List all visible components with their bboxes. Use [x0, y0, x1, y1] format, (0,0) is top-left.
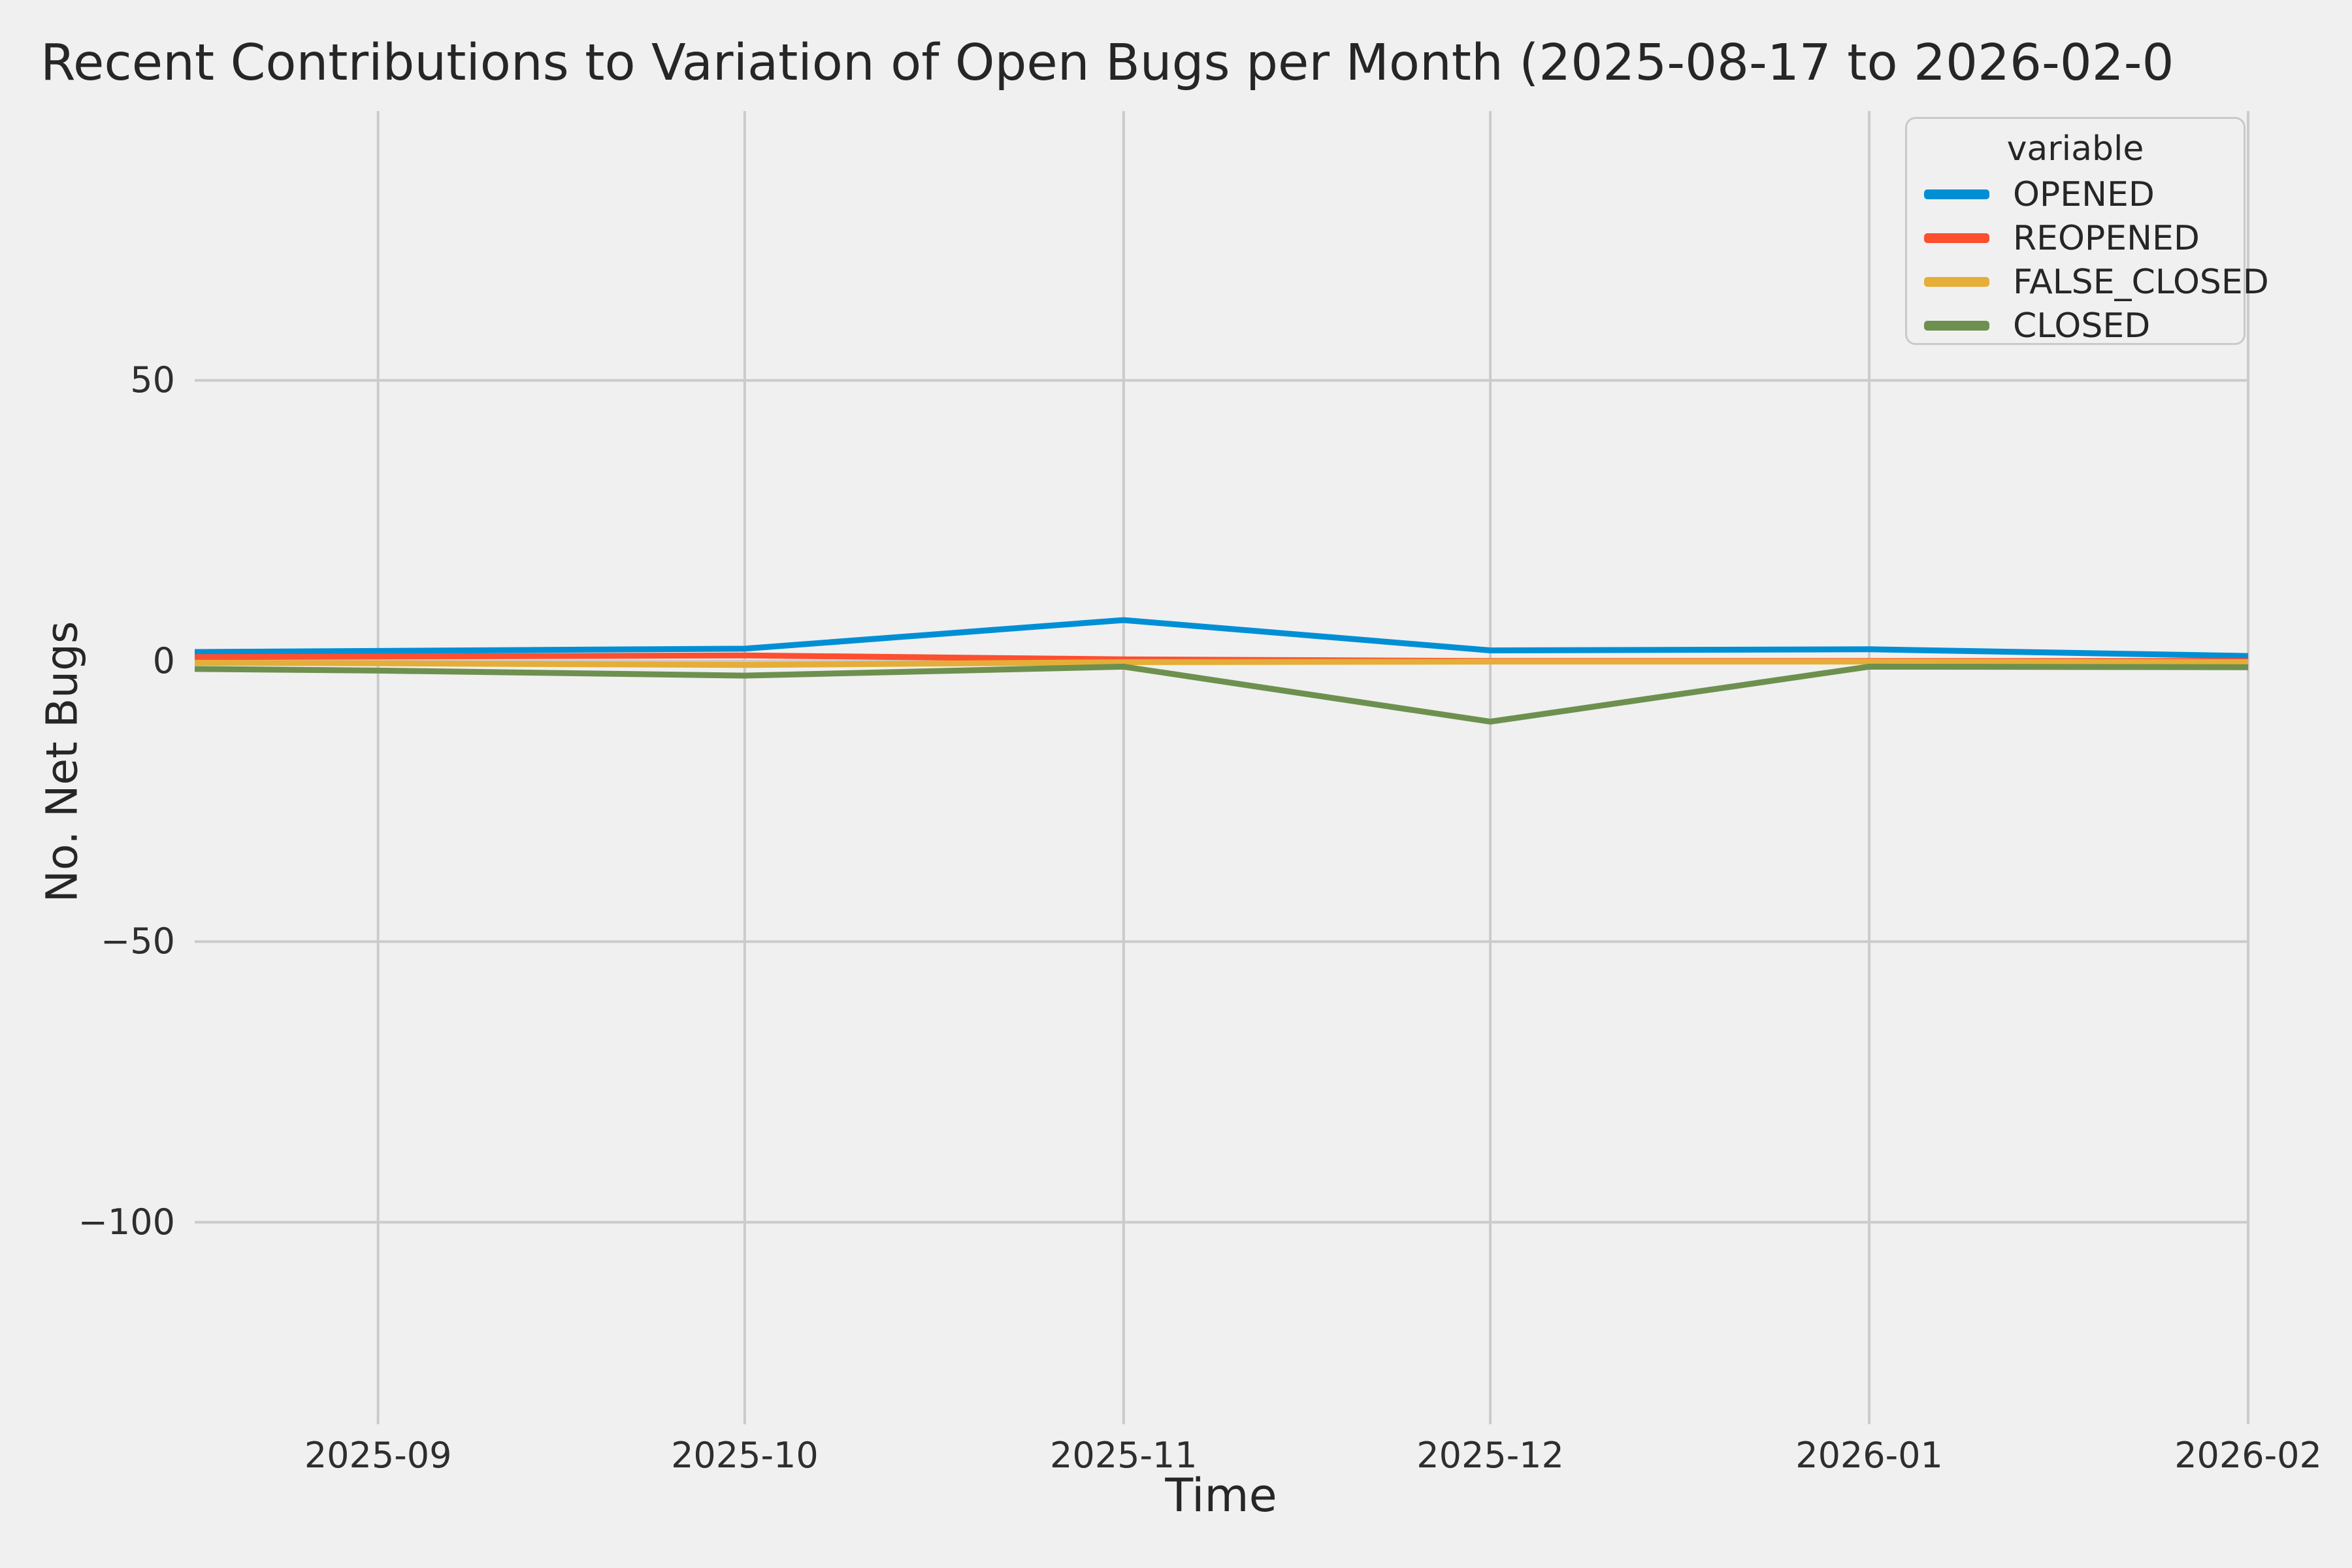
legend-swatch-icon [1924, 277, 1989, 287]
legend-label: FALSE_CLOSED [2013, 262, 2269, 302]
x-tick-label: 2026-01 [1795, 1435, 1943, 1476]
legend-swatch-icon [1924, 321, 1989, 331]
legend: variable OPENED REOPENED FALSE_CLOSED CLOSE… [1905, 117, 2269, 348]
y-tick-label: 50 [130, 359, 175, 401]
y-tick-label: 0 [152, 640, 175, 681]
legend-swatch-icon [1924, 233, 1989, 243]
legend-label: REOPENED [2013, 218, 2200, 258]
legend-label: OPENED [2013, 174, 2155, 214]
series-line-FALSE_CLOSED [194, 659, 2249, 668]
series-line-CLOSED [194, 663, 2249, 725]
legend-label: CLOSED [2013, 306, 2151, 346]
x-tick-label: 2025-11 [1050, 1435, 1198, 1476]
chart-title: Recent Contributions to Variation of Ope… [41, 34, 2174, 92]
x-tick-label: 2025-10 [671, 1435, 819, 1476]
y-tick-label: −100 [78, 1201, 175, 1243]
x-tick-label: 2025-12 [1416, 1435, 1564, 1476]
legend-rows: OPENED REOPENED FALSE_CLOSED CLOSED [1907, 172, 2269, 348]
legend-swatch-icon [1924, 189, 1989, 199]
x-tick-label: 2025-09 [304, 1435, 452, 1476]
y-tick-label: −50 [101, 921, 175, 962]
series-line-OPENED [194, 617, 2249, 659]
legend-item-CLOSED: CLOSED [1907, 304, 2244, 348]
x-tick-label: 2026-02 [2174, 1435, 2322, 1476]
legend-item-OPENED: OPENED [1907, 172, 2244, 216]
y-axis-label: No. Net Bugs [37, 621, 88, 903]
legend-item-FALSE_CLOSED: FALSE_CLOSED [1907, 260, 2269, 304]
legend-title: variable [2006, 129, 2144, 169]
x-axis-label: Time [1165, 1469, 1277, 1522]
legend-item-REOPENED: REOPENED [1907, 216, 2244, 260]
